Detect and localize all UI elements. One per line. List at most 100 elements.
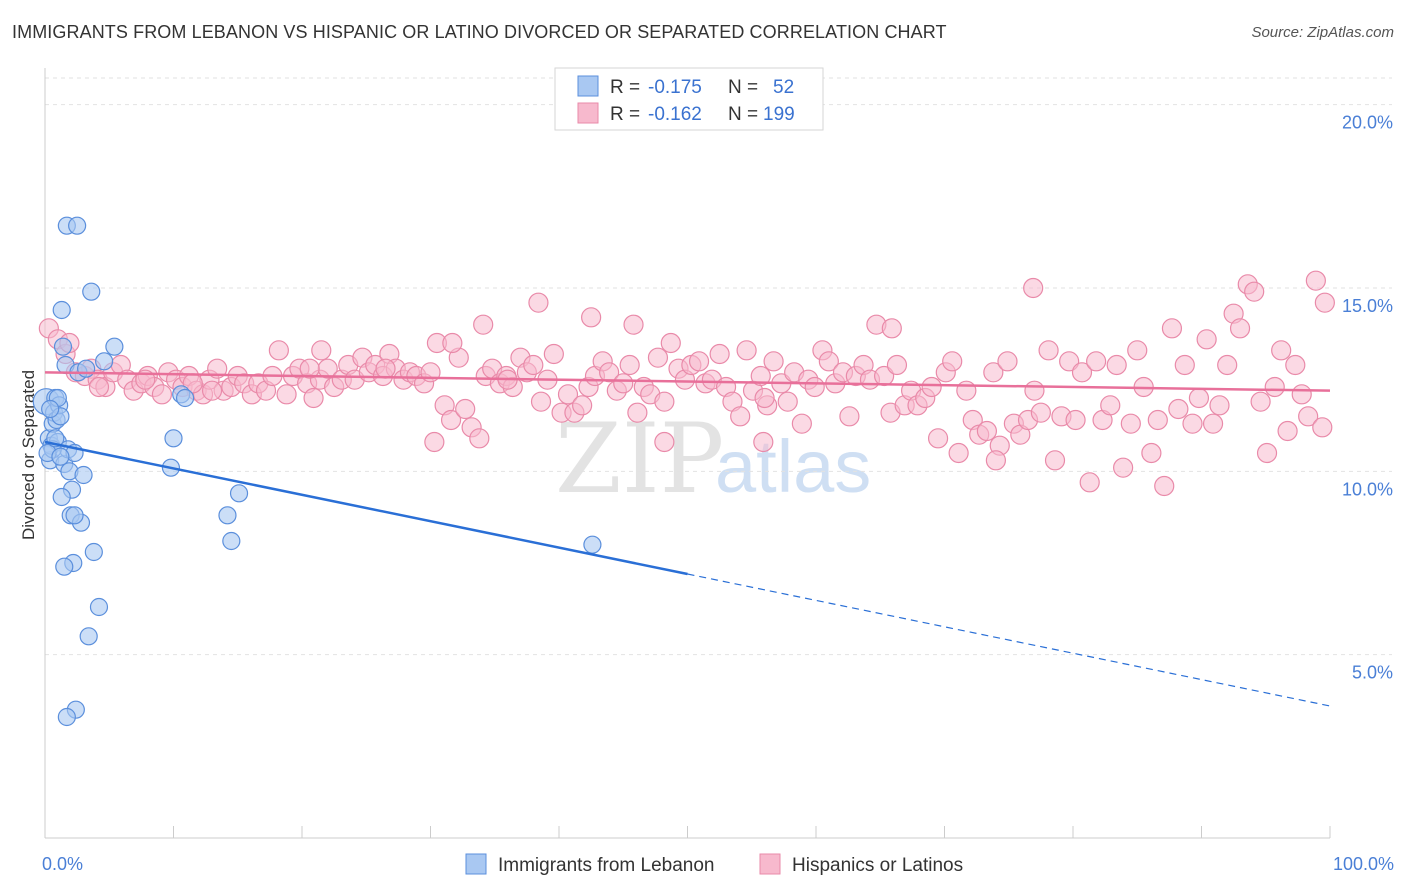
hispanic-point-132 bbox=[948, 442, 969, 464]
hispanic-point-199 bbox=[442, 332, 463, 354]
legend-box bbox=[554, 67, 824, 131]
hispanic-point-85 bbox=[627, 402, 648, 423]
hispanic-point-182 bbox=[1291, 384, 1312, 405]
chart-source: Source: ZipAtlas.com bbox=[1251, 24, 1394, 41]
bottom-legend: Immigrants from Lebanon Hispanics or Lat… bbox=[465, 853, 963, 876]
hispanic-point-152 bbox=[1086, 351, 1107, 372]
x-axis-ticks bbox=[44, 826, 1331, 838]
chart-title: IMMIGRANTS FROM LEBANON VS HISPANIC OR L… bbox=[12, 22, 947, 42]
lebanon-point-43 bbox=[175, 388, 195, 408]
lebanon-point-34 bbox=[55, 557, 74, 576]
hispanic-point-33 bbox=[268, 340, 289, 361]
lebanon-point-27 bbox=[77, 359, 96, 378]
y-axis-title: Divorced or Separated bbox=[19, 370, 38, 540]
hispanic-point-168 bbox=[1196, 329, 1217, 350]
legend-r-label-lebanon: R = bbox=[610, 77, 640, 98]
hispanic-point-81 bbox=[599, 362, 620, 383]
legend-swatch-hispanic bbox=[577, 102, 599, 124]
legend: R = -0.175 N = 52 R = -0.162 N = 199 bbox=[554, 67, 824, 131]
hispanic-point-123 bbox=[886, 354, 908, 376]
lebanon-point-36 bbox=[65, 506, 84, 525]
legend-n-label-lebanon: N = bbox=[728, 77, 758, 98]
hispanic-point-154 bbox=[1100, 395, 1121, 416]
hispanic-point-62 bbox=[469, 428, 490, 449]
x-tick-label-min: 0.0% bbox=[42, 854, 83, 874]
hispanic-point-83 bbox=[613, 373, 634, 394]
bottom-legend-label-hispanic: Hispanics or Latinos bbox=[792, 855, 963, 876]
hispanic-point-183 bbox=[1298, 406, 1319, 427]
hispanic-point-60 bbox=[455, 398, 476, 420]
hispanic-point-133 bbox=[956, 380, 977, 401]
hispanic-point-190 bbox=[623, 314, 644, 335]
hispanic-point-164 bbox=[1168, 398, 1189, 420]
hispanic-point-107 bbox=[777, 391, 798, 412]
trend-lines bbox=[44, 371, 1331, 707]
hispanic-point-70 bbox=[523, 354, 544, 376]
hispanic-point-194 bbox=[654, 431, 675, 453]
hispanic-point-177 bbox=[1256, 442, 1278, 464]
hispanic-point-176 bbox=[1250, 391, 1271, 412]
hispanic-point-167 bbox=[1188, 387, 1210, 409]
hispanic-point-94 bbox=[688, 351, 710, 372]
hispanic-point-38 bbox=[303, 387, 324, 409]
bottom-legend-label-lebanon: Immigrants from Lebanon bbox=[498, 855, 715, 876]
hispanic-point-184 bbox=[1305, 270, 1326, 291]
hispanic-point-109 bbox=[791, 413, 812, 434]
hispanic-point-158 bbox=[1127, 340, 1148, 361]
hispanic-point-195 bbox=[424, 431, 445, 453]
hispanic-point-24 bbox=[207, 358, 228, 379]
hispanic-point-196 bbox=[985, 450, 1007, 471]
y-tick-label-10: 10.0% bbox=[1342, 479, 1393, 499]
legend-n-label-hispanic: N = bbox=[728, 104, 758, 125]
lebanon-point-29 bbox=[82, 282, 101, 301]
hispanic-point-157 bbox=[1120, 413, 1141, 434]
hispanic-point-71 bbox=[530, 391, 552, 412]
hispanic-point-137 bbox=[983, 362, 1004, 383]
hispanic-point-97 bbox=[709, 343, 730, 365]
watermark-atlas: atlas bbox=[715, 425, 871, 508]
y-tick-label-15: 15.0% bbox=[1342, 296, 1393, 316]
hispanic-point-101 bbox=[736, 340, 757, 361]
hispanic-point-156 bbox=[1113, 457, 1134, 478]
hispanic-point-88 bbox=[647, 347, 669, 368]
hispanic-point-128 bbox=[921, 376, 942, 398]
hispanic-point-160 bbox=[1141, 442, 1162, 464]
lebanon-point-31 bbox=[89, 597, 109, 617]
legend-swatch-lebanon bbox=[577, 75, 599, 97]
hispanic-point-146 bbox=[1044, 450, 1066, 471]
hispanic-point-191 bbox=[881, 318, 902, 339]
lebanon-point-35 bbox=[52, 487, 71, 507]
hispanic-point-180 bbox=[1277, 420, 1298, 442]
hispanic-point-116 bbox=[839, 406, 860, 427]
hispanic-point-166 bbox=[1182, 413, 1203, 434]
y-tick-label-20: 20.0% bbox=[1342, 113, 1393, 133]
hispanic-point-145 bbox=[1038, 340, 1059, 361]
hispanic-point-189 bbox=[473, 314, 494, 335]
hispanic-point-171 bbox=[1217, 354, 1238, 376]
hispanic-point-165 bbox=[1174, 354, 1195, 376]
hispanic-point-187 bbox=[1023, 277, 1044, 299]
hispanic-point-148 bbox=[1059, 351, 1080, 372]
hispanic-point-173 bbox=[1229, 318, 1251, 339]
y-tick-label-5: 5.0% bbox=[1352, 663, 1393, 683]
hispanic-point-185 bbox=[1312, 417, 1333, 438]
hispanic-point-144 bbox=[1030, 402, 1051, 423]
series-lebanon-points bbox=[32, 216, 602, 727]
legend-r-value-lebanon: -0.175 bbox=[648, 77, 702, 98]
legend-r-label-hispanic: R = bbox=[610, 104, 640, 125]
lebanon-point-11 bbox=[52, 300, 71, 320]
trend-line-lebanon bbox=[44, 440, 688, 576]
hispanic-point-77 bbox=[572, 395, 593, 416]
lebanon-point-46 bbox=[229, 484, 249, 503]
legend-r-value-hispanic: -0.162 bbox=[648, 104, 702, 125]
hispanic-point-186 bbox=[1314, 292, 1335, 313]
hispanic-point-202 bbox=[311, 340, 332, 361]
hispanic-point-84 bbox=[619, 354, 640, 376]
lebanon-point-41 bbox=[164, 429, 183, 448]
lebanon-point-33 bbox=[105, 337, 124, 356]
lebanon-point-44 bbox=[218, 506, 237, 525]
hispanic-point-58 bbox=[440, 409, 462, 431]
hispanic-point-75 bbox=[557, 384, 579, 405]
trend-line-lebanon-extrapolated bbox=[687, 573, 1331, 707]
